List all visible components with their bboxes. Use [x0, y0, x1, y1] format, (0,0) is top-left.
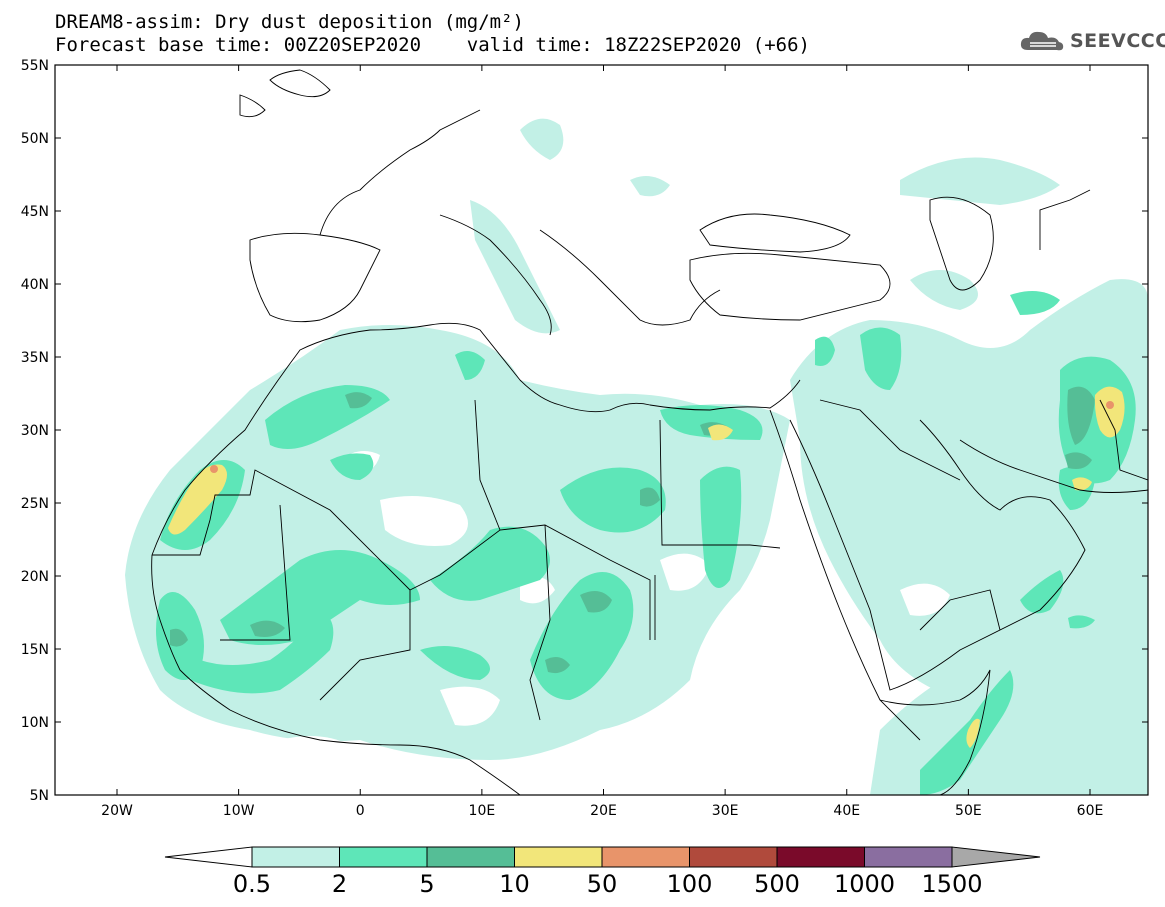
- lat-label: 30N: [21, 423, 49, 439]
- lat-label: 50N: [21, 131, 49, 147]
- lon-label: 0: [356, 803, 365, 819]
- dust-level-4-areas: [168, 386, 1125, 748]
- lat-label: 45N: [21, 204, 49, 220]
- colorbar-left-arrow: [164, 846, 253, 868]
- lat-label: 25N: [21, 496, 49, 512]
- colorbar-label: 100: [667, 870, 713, 898]
- colorbar-label: 0.5: [233, 870, 271, 898]
- lat-label: 40N: [21, 277, 49, 293]
- colorbar-label: 1500: [921, 870, 982, 898]
- longitude-axis: 20W 10W 0 10E 20E 30E 40E 50E 60E: [101, 65, 1103, 819]
- colorbar-box: [864, 846, 953, 868]
- logo-text: SEEVCCC: [1070, 30, 1165, 52]
- lat-label: 55N: [21, 58, 49, 74]
- cloud-logo-icon: [1020, 31, 1064, 51]
- lon-label: 40E: [833, 803, 860, 819]
- lon-label: 20W: [101, 803, 133, 819]
- lat-label: 5N: [30, 788, 49, 804]
- colorbar: 0.5 2 5 10 50 100 500 1000 1500: [164, 846, 1041, 898]
- colorbar-right-arrow: [951, 846, 1041, 868]
- colorbar-box: [426, 846, 515, 868]
- lon-label: 20E: [590, 803, 617, 819]
- clear-areas: [280, 451, 950, 766]
- lon-label: 60E: [1077, 803, 1104, 819]
- seevccc-logo: SEEVCCC: [1018, 27, 1165, 55]
- colorbar-label: 10: [499, 870, 530, 898]
- lon-label: 10W: [223, 803, 255, 819]
- dust-level-5-areas: [210, 401, 1114, 473]
- colorbar-label: 1000: [834, 870, 895, 898]
- lon-label: 50E: [955, 803, 982, 819]
- colorbar-box: [251, 846, 340, 868]
- colorbar-label: 500: [754, 870, 800, 898]
- colorbar-label: 5: [419, 870, 434, 898]
- lat-label: 20N: [21, 569, 49, 585]
- colorbar-box: [514, 846, 603, 868]
- lon-label: 30E: [712, 803, 739, 819]
- colorbar-label: 50: [587, 870, 618, 898]
- colorbar-label: 2: [332, 870, 347, 898]
- lon-label: 10E: [469, 803, 496, 819]
- title-line-2: Forecast base time: 00Z20SEP2020 valid t…: [55, 34, 810, 56]
- lat-label: 15N: [21, 642, 49, 658]
- colorbar-box: [689, 846, 778, 868]
- map-area: [55, 65, 1148, 795]
- title-line-1: DREAM8-assim: Dry dust deposition (mg/m²…: [55, 11, 524, 33]
- colorbar-box: [601, 846, 690, 868]
- colorbar-box: [776, 846, 865, 868]
- coastlines-and-borders: [151, 69, 1148, 795]
- lat-label: 35N: [21, 350, 49, 366]
- colorbar-box: [339, 846, 428, 868]
- latitude-axis: 55N 50N 45N 40N 35N 30N 25N 20N 15N 10N 5N: [21, 58, 1148, 804]
- lat-label: 10N: [21, 715, 49, 731]
